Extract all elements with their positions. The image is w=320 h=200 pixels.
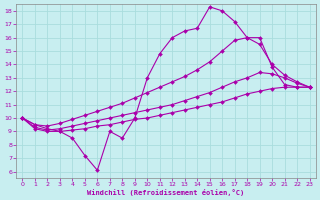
X-axis label: Windchill (Refroidissement éolien,°C): Windchill (Refroidissement éolien,°C) [87,189,245,196]
